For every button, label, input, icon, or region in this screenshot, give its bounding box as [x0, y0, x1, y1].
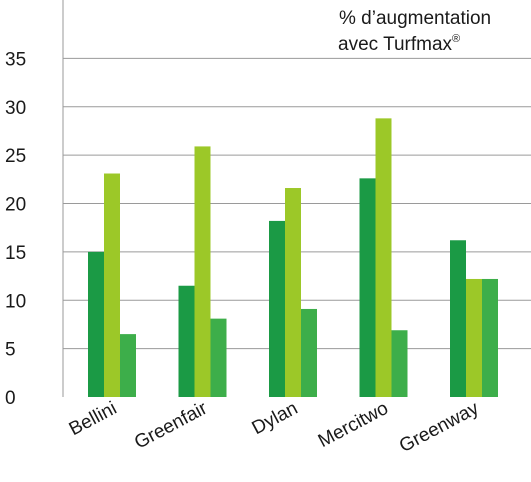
x-category-label: Greenway: [396, 398, 483, 457]
bar-mercitwo-series-1: [359, 178, 376, 397]
bar-greenway-series-2: [466, 278, 482, 397]
chart-title-line2-text: avec Turfmax: [338, 34, 453, 55]
bar-bellini-series-1: [88, 251, 104, 397]
bars-group: [88, 118, 498, 398]
x-category-label: Greenfair: [131, 398, 211, 454]
bar-greenfair-series-3: [210, 318, 227, 397]
y-tick-label: 5: [5, 340, 16, 361]
registered-mark: ®: [452, 33, 460, 45]
bar-greenway-series-1: [450, 240, 466, 397]
y-tick-label: 35: [5, 49, 26, 70]
bar-greenfair-series-2: [194, 146, 211, 397]
bar-greenfair-series-1: [178, 285, 195, 397]
bar-dylan-series-2: [285, 188, 301, 397]
y-tick-label: 15: [5, 243, 26, 264]
bar-bellini-series-2: [104, 173, 120, 397]
bar-bellini-series-3: [120, 334, 136, 397]
x-axis-categories: Bellini Greenfair Dylan Mercitwo Greenway: [66, 398, 483, 458]
x-category-label: Mercitwo: [315, 398, 392, 452]
y-tick-label: 25: [5, 146, 26, 167]
y-tick-label: 10: [5, 291, 26, 312]
y-tick-label: 0: [5, 388, 16, 409]
bar-greenway-series-3: [482, 278, 498, 397]
chart-title-line2: avec Turfmax®: [338, 33, 460, 55]
bar-dylan-series-3: [301, 308, 317, 397]
bar-mercitwo-series-3: [391, 330, 408, 397]
x-category-label: Bellini: [66, 398, 121, 440]
x-category-label: Dylan: [249, 398, 302, 439]
y-tick-label: 30: [5, 98, 26, 119]
y-axis-ticks: 0 5 10 15 20 25 30 35: [5, 49, 26, 409]
bar-dylan-series-1: [269, 220, 285, 397]
chart-title-line1: % d’augmentation: [339, 8, 491, 29]
bar-mercitwo-series-2: [375, 118, 392, 398]
y-tick-label: 20: [5, 195, 26, 216]
